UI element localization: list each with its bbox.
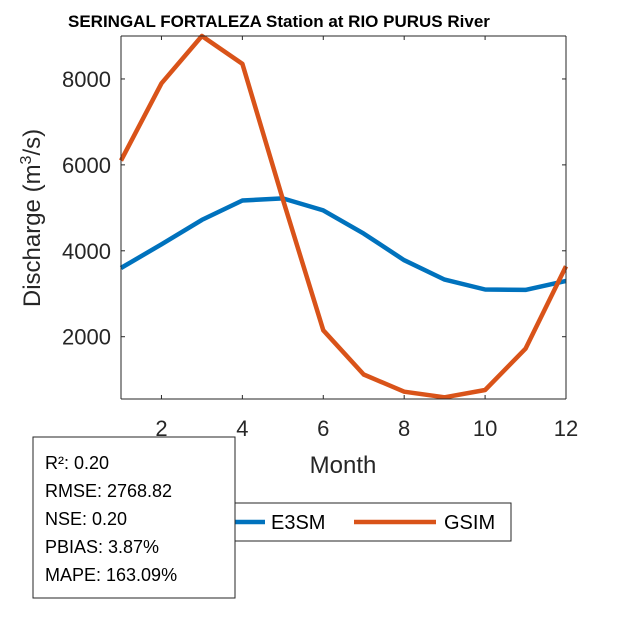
- plot-area: [121, 36, 566, 399]
- y-tick-label: 2000: [62, 325, 111, 350]
- legend-label-e3sm: E3SM: [271, 512, 325, 534]
- y-tick-label: 8000: [62, 67, 111, 92]
- y-axis-label-sup: 3: [18, 155, 35, 164]
- y-tick-label: 4000: [62, 239, 111, 264]
- stat-nse: NSE: 0.20: [45, 509, 127, 529]
- stat-pbias: PBIAS: 3.87%: [45, 537, 159, 557]
- stat-r2: R²: 0.20: [45, 453, 109, 473]
- stat-rmse: RMSE: 2768.82: [45, 481, 172, 501]
- x-tick-label: 2: [155, 416, 167, 441]
- series-line-gsim: [119, 33, 569, 400]
- y-tick-label: 6000: [62, 153, 111, 178]
- stat-mape: MAPE: 163.09%: [45, 565, 177, 585]
- legend: E3SM GSIM: [182, 502, 512, 542]
- legend-label-gsim: GSIM: [444, 512, 495, 534]
- x-axis-label: Month: [310, 452, 377, 479]
- chart-title: SERINGAL FORTALEZA Station at RIO PURUS …: [68, 12, 490, 31]
- y-axis-label-main: Discharge (m: [19, 164, 46, 307]
- x-tick-label: 8: [398, 416, 410, 441]
- series-line-e3sm: [119, 196, 567, 293]
- ticks: 2 4 6 8 10 12 2000 4000 6000 8000: [62, 36, 578, 441]
- x-tick-label: 12: [554, 416, 578, 441]
- y-axis-label: Discharge (m3/s): [18, 129, 46, 307]
- x-tick-label: 4: [236, 416, 248, 441]
- y-axis-label-tail: /s): [19, 129, 46, 156]
- stats-box-frame: [32, 436, 236, 599]
- plot-lines: [119, 33, 569, 400]
- stats-box: R²: 0.20 RMSE: 2768.82 NSE: 0.20 PBIAS: …: [32, 436, 236, 599]
- x-tick-label: 10: [473, 416, 497, 441]
- x-tick-label: 6: [317, 416, 329, 441]
